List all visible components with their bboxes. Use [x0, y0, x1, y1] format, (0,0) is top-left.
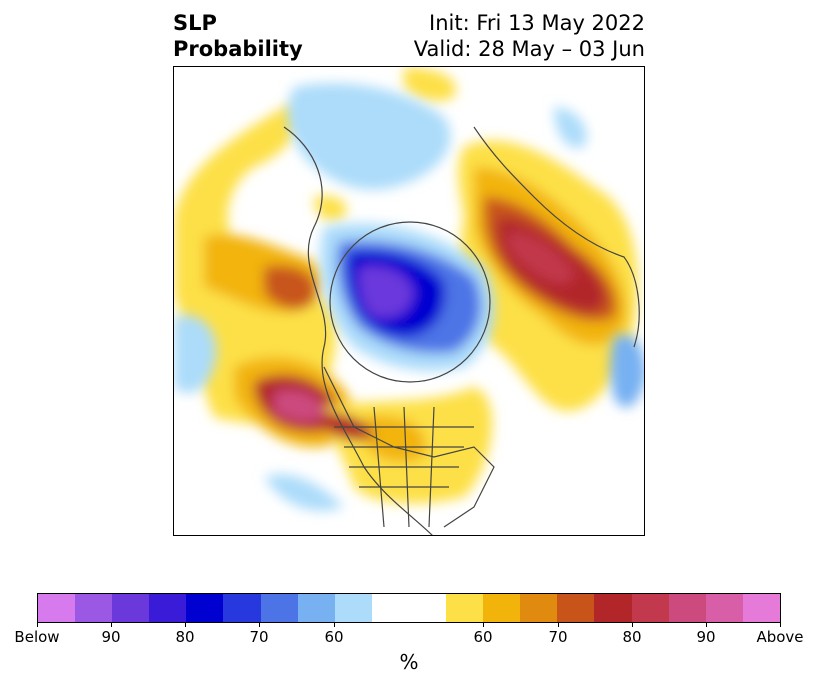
colorbar-cell-below-6: [223, 594, 261, 622]
colorbar-cell-above-4: [557, 594, 595, 622]
colorbar-label-below-60: 60: [324, 628, 344, 646]
colorbar-label-below: Below: [14, 628, 60, 646]
colorbar-cell-below-1: [38, 594, 76, 622]
title-field: Probability: [173, 37, 303, 61]
colorbar-cell-above-9: [742, 594, 780, 622]
colorbar-unit: %: [399, 650, 419, 674]
map-canvas: [174, 67, 644, 535]
colorbar-label-above-60: 60: [473, 628, 493, 646]
colorbar-cell-below-5: [186, 594, 224, 622]
colorbar-label-above: Above: [756, 628, 804, 646]
colorbar-cell-neutral: [371, 594, 447, 622]
colorbar-label-below-90: 90: [101, 628, 121, 646]
colorbar-cell-below-8: [297, 594, 335, 622]
colorbar-tick: [558, 623, 559, 627]
colorbar-cell-below-3: [112, 594, 150, 622]
colorbar-cell-below-7: [260, 594, 298, 622]
below-normal-shading: [174, 83, 644, 511]
coastlines: [283, 126, 640, 535]
colorbar-label-below-70: 70: [249, 628, 269, 646]
colorbar-cell-above-1: [446, 594, 484, 622]
valid-range: Valid: 28 May – 03 Jun: [413, 37, 645, 61]
colorbar-label-below-80: 80: [175, 628, 195, 646]
title-right: Init: Fri 13 May 2022 Valid: 28 May – 03…: [414, 10, 645, 62]
title-variable: SLP: [173, 11, 217, 35]
colorbar-cell-below-2: [75, 594, 113, 622]
colorbar-cell-below-9: [334, 594, 372, 622]
colorbar-tick: [37, 623, 38, 627]
colorbar-tick: [483, 623, 484, 627]
title-left: SLP Probability: [173, 10, 303, 62]
colorbar-cell-above-3: [520, 594, 558, 622]
colorbar-tick: [259, 623, 260, 627]
colorbar-cell-above-6: [631, 594, 669, 622]
colorbar-cell-below-4: [149, 594, 187, 622]
init-date: Init: Fri 13 May 2022: [429, 11, 645, 35]
colorbar-tick: [111, 623, 112, 627]
colorbar: [37, 593, 781, 623]
colorbar-tick: [334, 623, 335, 627]
colorbar-tick: [632, 623, 633, 627]
colorbar-cell-above-5: [594, 594, 632, 622]
colorbar-cell-above-8: [705, 594, 743, 622]
colorbar-label-above-90: 90: [696, 628, 716, 646]
colorbar-tick: [780, 623, 781, 627]
colorbar-cell-above-2: [483, 594, 521, 622]
colorbar-cell-above-7: [668, 594, 706, 622]
colorbar-tick: [706, 623, 707, 627]
colorbar-label-above-70: 70: [548, 628, 568, 646]
colorbar-tick: [185, 623, 186, 627]
colorbar-label-above-80: 80: [622, 628, 642, 646]
probability-map: [173, 66, 645, 536]
